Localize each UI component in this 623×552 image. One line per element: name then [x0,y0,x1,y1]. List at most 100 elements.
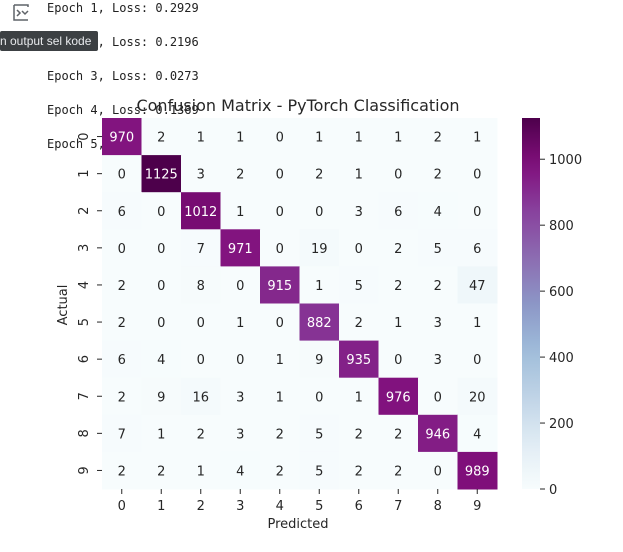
heatmap-cell-0-6 [339,118,379,156]
heatmap-cell-3-0 [102,229,142,267]
y-axis-ticks: 0 1 2 3 4 5 6 7 8 9 [77,132,102,475]
heatmap-cell-8-6 [339,414,379,453]
cell-value-4-9: 47 [469,279,486,294]
heatmap-cell-7-5 [299,377,340,416]
heatmap-cell-2-6 [339,192,379,230]
heatmap-cell-0-3 [220,118,261,156]
cell-value-5-0: 2 [118,316,126,331]
colorbar-tick-label-5: 1000 [549,153,582,168]
heatmap-cell-7-1 [141,377,182,416]
y-tick-label-7: 7 [77,392,92,400]
y-tick-label-0: 0 [77,132,92,140]
heatmap-cell-0-1 [141,118,182,156]
heatmap-cell-1-4 [260,155,300,193]
heatmap-cell-6-7 [378,340,419,379]
cell-value-7-7: 976 [386,390,411,405]
log-line-epoch-1: Epoch 1, Loss: 0.2929 [47,1,199,15]
heatmap-cell-5-9 [457,303,498,342]
colorbar-tick-label-1: 200 [549,417,574,432]
heatmap-cell-1-3 [220,155,261,193]
heatmap-cell-5-1 [141,303,182,342]
heatmap-cell-4-0 [102,266,142,304]
cell-value-7-4: 1 [276,390,284,405]
heatmap-cell-8-4 [260,414,300,453]
cell-value-0-3: 1 [236,131,244,146]
cell-value-0-4: 0 [276,131,284,146]
cell-value-8-5: 5 [315,427,323,442]
colorbar-tick-label-3: 600 [549,285,574,300]
cell-value-3-5: 19 [311,242,328,257]
heatmap-cell-1-2 [181,155,221,193]
heatmap-cell-9-3 [220,451,261,490]
x-tick-label-9: 9 [473,499,481,514]
cell-value-5-9: 1 [473,316,481,331]
cell-value-4-7: 2 [394,279,402,294]
cell-value-3-1: 0 [157,242,165,257]
cell-value-8-1: 1 [157,427,165,442]
cell-value-3-6: 0 [355,242,363,257]
cell-value-4-4: 915 [267,279,292,294]
heatmap-cell-2-0 [102,192,142,230]
heatmap-cell-9-1 [141,451,182,490]
heatmap-cell-7-8 [418,377,458,416]
cell-value-9-4: 2 [276,464,284,479]
heatmap-cell-3-9 [457,229,498,267]
x-axis-ticks: 0 1 2 3 4 5 6 7 8 9 [118,489,481,514]
cell-value-3-7: 2 [394,242,402,257]
heatmap-cell-1-1 [141,155,182,193]
heatmap-cell-2-8 [418,192,458,230]
heatmap-cell-9-4 [260,451,300,490]
heatmap-cell-1-0 [102,155,142,193]
heatmap-cell-0-8 [418,118,458,156]
cell-value-6-6: 935 [346,353,371,368]
cell-value-6-8: 3 [434,353,442,368]
heatmap-cell-0-2 [181,118,221,156]
heatmap-cell-9-0 [102,451,142,490]
cell-value-6-4: 1 [276,353,284,368]
cell-value-9-3: 4 [236,464,244,479]
log-line-epoch-4: Epoch 4, Loss: 0.1369 [47,103,199,117]
heatmap-cell-1-8 [418,155,458,193]
cell-value-2-8: 4 [434,205,442,220]
cell-value-9-9: 989 [465,464,490,479]
colorbar [522,118,540,489]
log-line-epoch-3: Epoch 3, Loss: 0.0273 [47,69,199,83]
heatmap-cell-4-4 [260,266,300,304]
cell-value-4-0: 2 [118,279,126,294]
cell-value-8-7: 2 [394,427,402,442]
heatmap-cell-8-8 [418,414,458,453]
heatmap-cell-4-2 [181,266,221,304]
cell-value-7-9: 20 [469,390,486,405]
cell-value-2-5: 0 [315,205,323,220]
cell-value-1-3: 2 [236,168,244,183]
heatmap-cell-2-3 [220,192,261,230]
heatmap-cell-2-4 [260,192,300,230]
heatmap-cell-7-9 [457,377,498,416]
heatmap-cell-2-5 [299,192,340,230]
cell-value-0-0: 970 [109,131,134,146]
heatmap-cell-4-3 [220,266,261,304]
cell-value-1-8: 2 [434,168,442,183]
cell-value-7-6: 1 [355,390,363,405]
output-toggle-button[interactable] [8,2,34,24]
heatmap-cell-9-8 [418,451,458,490]
cell-value-4-6: 5 [355,279,363,294]
cell-value-3-8: 5 [434,242,442,257]
heatmap-cell-1-7 [378,155,419,193]
heatmap-cell-4-7 [378,266,419,304]
heatmap-cell-0-4 [260,118,300,156]
heatmap-cell-6-5 [299,340,340,379]
heatmap-cell-5-7 [378,303,419,342]
colorbar-tick-label-4: 800 [549,219,574,234]
cell-value-0-8: 2 [434,131,442,146]
heatmap-cell-2-9 [457,192,498,230]
x-tick-label-5: 5 [315,499,323,514]
cell-value-7-0: 2 [118,390,126,405]
cell-value-8-3: 3 [236,427,244,442]
heatmap-cell-6-6 [339,340,379,379]
x-tick-label-3: 3 [236,499,244,514]
heatmap-cell-0-9 [457,118,498,156]
heatmap-cell-4-6 [339,266,379,304]
cell-value-2-2: 1012 [184,205,217,220]
cell-value-9-1: 2 [157,464,165,479]
